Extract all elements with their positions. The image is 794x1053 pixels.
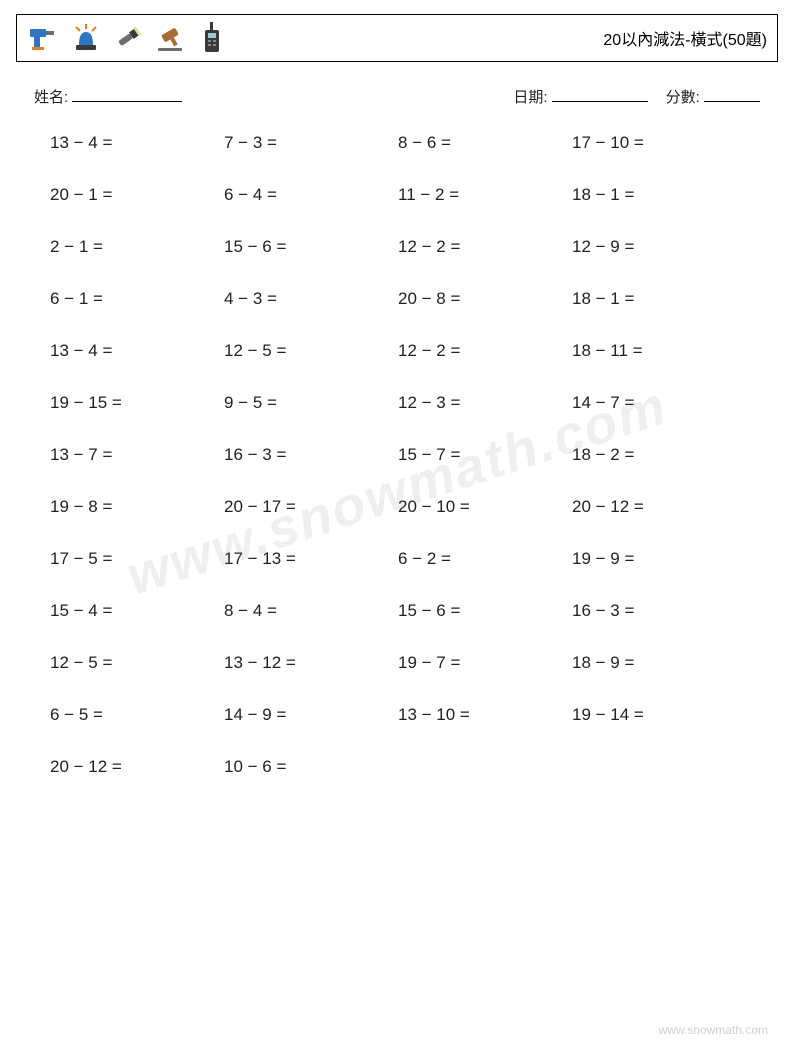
- problem-cell: 19 − 15 =: [50, 393, 224, 413]
- problem-cell: 20 − 17 =: [224, 497, 398, 517]
- problem-cell: 13 − 7 =: [50, 445, 224, 465]
- problem-cell: 7 − 3 =: [224, 133, 398, 153]
- problem-cell: 12 − 5 =: [224, 341, 398, 361]
- problem-cell: 9 − 5 =: [224, 393, 398, 413]
- problem-cell: 18 − 2 =: [572, 445, 746, 465]
- problem-cell: 11 − 2 =: [398, 185, 572, 205]
- problem-cell: [572, 757, 746, 777]
- problem-cell: 15 − 7 =: [398, 445, 572, 465]
- problem-cell: 16 − 3 =: [224, 445, 398, 465]
- drill-icon: [27, 21, 61, 55]
- problem-cell: 6 − 2 =: [398, 549, 572, 569]
- gavel-icon: [153, 21, 187, 55]
- problem-cell: 20 − 12 =: [50, 757, 224, 777]
- problem-cell: 14 − 7 =: [572, 393, 746, 413]
- problem-cell: [398, 757, 572, 777]
- problem-cell: 18 − 9 =: [572, 653, 746, 673]
- problem-cell: 20 − 1 =: [50, 185, 224, 205]
- worksheet-title: 20以內減法-橫式(50題): [603, 26, 767, 50]
- problem-cell: 20 − 10 =: [398, 497, 572, 517]
- problem-cell: 19 − 9 =: [572, 549, 746, 569]
- problem-cell: 20 − 12 =: [572, 497, 746, 517]
- problem-cell: 10 − 6 =: [224, 757, 398, 777]
- footer-link: www.snowmath.com: [659, 1023, 768, 1037]
- header-icons: [27, 21, 229, 55]
- problem-cell: 19 − 7 =: [398, 653, 572, 673]
- problem-cell: 14 − 9 =: [224, 705, 398, 725]
- date-field: 日期:: [513, 86, 647, 107]
- problem-cell: 8 − 4 =: [224, 601, 398, 621]
- walkie-talkie-icon: [195, 21, 229, 55]
- problem-cell: 15 − 6 =: [224, 237, 398, 257]
- score-field: 分數:: [666, 86, 760, 107]
- problems-grid: 13 − 4 =7 − 3 =8 − 6 =17 − 10 =20 − 1 =6…: [16, 115, 778, 777]
- problem-cell: 20 − 8 =: [398, 289, 572, 309]
- problem-cell: 6 − 5 =: [50, 705, 224, 725]
- problem-cell: 17 − 13 =: [224, 549, 398, 569]
- problem-cell: 18 − 1 =: [572, 289, 746, 309]
- problem-cell: 17 − 5 =: [50, 549, 224, 569]
- problem-cell: 2 − 1 =: [50, 237, 224, 257]
- problem-cell: 15 − 6 =: [398, 601, 572, 621]
- name-label: 姓名:: [34, 89, 68, 106]
- name-field: 姓名:: [34, 86, 182, 107]
- problem-cell: 12 − 9 =: [572, 237, 746, 257]
- problem-cell: 8 − 6 =: [398, 133, 572, 153]
- problem-cell: 15 − 4 =: [50, 601, 224, 621]
- date-blank[interactable]: [552, 87, 648, 102]
- problem-cell: 16 − 3 =: [572, 601, 746, 621]
- problem-cell: 17 − 10 =: [572, 133, 746, 153]
- siren-icon: [69, 21, 103, 55]
- problem-cell: 13 − 10 =: [398, 705, 572, 725]
- name-blank[interactable]: [72, 87, 182, 102]
- problem-cell: 12 − 3 =: [398, 393, 572, 413]
- problem-cell: 13 − 4 =: [50, 341, 224, 361]
- score-blank[interactable]: [704, 87, 760, 102]
- problem-cell: 18 − 1 =: [572, 185, 746, 205]
- problem-cell: 12 − 2 =: [398, 237, 572, 257]
- problem-cell: 13 − 4 =: [50, 133, 224, 153]
- problem-cell: 6 − 4 =: [224, 185, 398, 205]
- problem-cell: 13 − 12 =: [224, 653, 398, 673]
- info-row: 姓名: 日期: 分數:: [16, 62, 778, 115]
- problem-cell: 4 − 3 =: [224, 289, 398, 309]
- problem-cell: 18 − 11 =: [572, 341, 746, 361]
- problem-cell: 12 − 2 =: [398, 341, 572, 361]
- problem-cell: 12 − 5 =: [50, 653, 224, 673]
- problem-cell: 6 − 1 =: [50, 289, 224, 309]
- problem-cell: 19 − 8 =: [50, 497, 224, 517]
- flashlight-icon: [111, 21, 145, 55]
- score-label: 分數:: [666, 89, 700, 106]
- header-box: 20以內減法-橫式(50題): [16, 14, 778, 62]
- date-label: 日期:: [513, 89, 547, 106]
- problem-cell: 19 − 14 =: [572, 705, 746, 725]
